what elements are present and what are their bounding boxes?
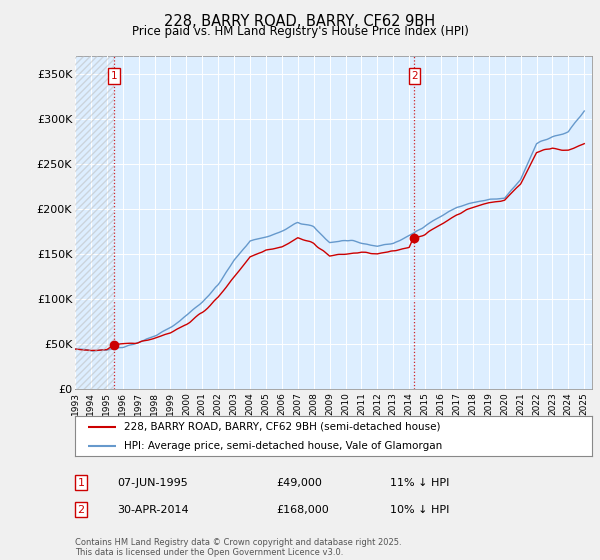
- Text: Price paid vs. HM Land Registry's House Price Index (HPI): Price paid vs. HM Land Registry's House …: [131, 25, 469, 38]
- Text: 1: 1: [77, 478, 85, 488]
- Text: 10% ↓ HPI: 10% ↓ HPI: [390, 505, 449, 515]
- Text: HPI: Average price, semi-detached house, Vale of Glamorgan: HPI: Average price, semi-detached house,…: [124, 441, 442, 450]
- Text: Contains HM Land Registry data © Crown copyright and database right 2025.
This d: Contains HM Land Registry data © Crown c…: [75, 538, 401, 557]
- Text: 07-JUN-1995: 07-JUN-1995: [117, 478, 188, 488]
- Text: 2: 2: [77, 505, 85, 515]
- Text: 228, BARRY ROAD, BARRY, CF62 9BH (semi-detached house): 228, BARRY ROAD, BARRY, CF62 9BH (semi-d…: [124, 422, 440, 432]
- Text: 1: 1: [110, 71, 117, 81]
- Bar: [75, 56, 114, 389]
- Text: 11% ↓ HPI: 11% ↓ HPI: [390, 478, 449, 488]
- Text: £168,000: £168,000: [276, 505, 329, 515]
- Text: 228, BARRY ROAD, BARRY, CF62 9BH: 228, BARRY ROAD, BARRY, CF62 9BH: [164, 14, 436, 29]
- Text: 30-APR-2014: 30-APR-2014: [117, 505, 188, 515]
- Text: £49,000: £49,000: [276, 478, 322, 488]
- Text: 2: 2: [411, 71, 418, 81]
